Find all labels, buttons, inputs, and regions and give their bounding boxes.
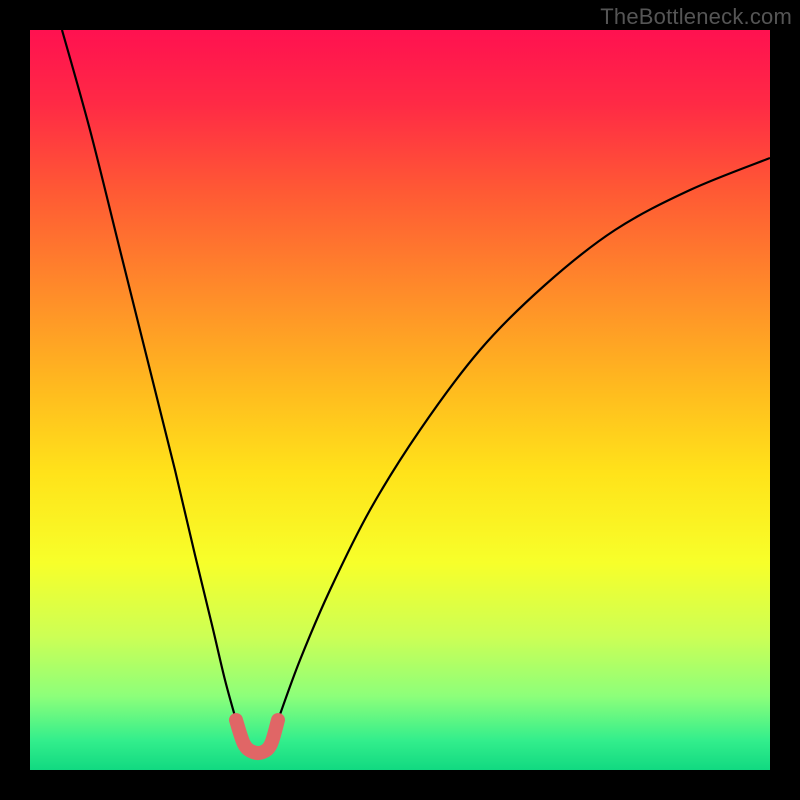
chart-frame: TheBottleneck.com — [0, 0, 800, 800]
watermark-text: TheBottleneck.com — [600, 4, 792, 30]
chart-gradient-area — [30, 30, 770, 770]
